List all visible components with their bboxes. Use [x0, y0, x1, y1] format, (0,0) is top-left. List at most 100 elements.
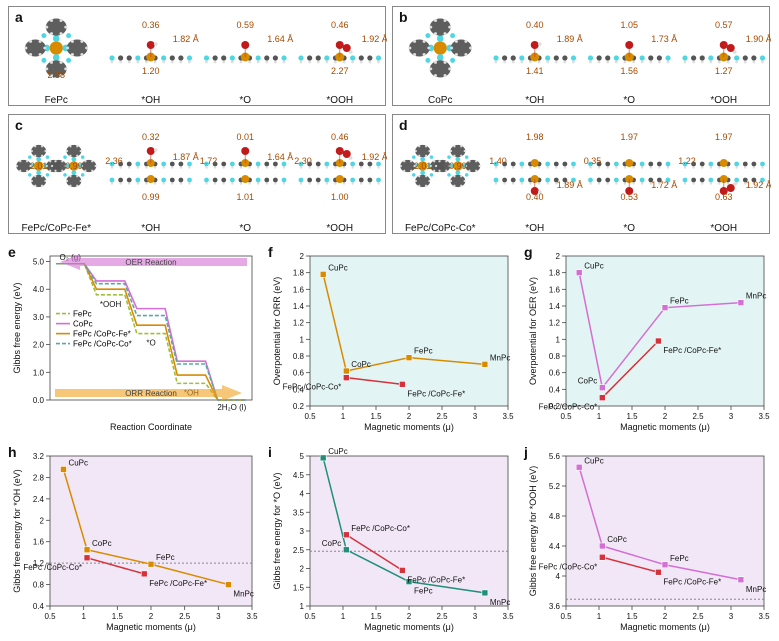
struct-name-text: *OH	[141, 95, 160, 106]
panel-label: g	[524, 244, 533, 260]
svg-text:FePc /CoPc-Fe*: FePc /CoPc-Fe*	[407, 575, 465, 584]
svg-text:CuPc: CuPc	[584, 456, 604, 465]
struct-name: *OOH	[293, 91, 388, 106]
svg-text:*O: *O	[146, 339, 155, 348]
panel-label: h	[8, 444, 17, 460]
svg-text:4: 4	[300, 490, 305, 499]
panel-d: d2.010.991.981.89 Å1.400.401.971.72 Å0.3…	[392, 114, 770, 234]
struct-name-text: FePc	[45, 95, 68, 106]
svg-text:FePc: FePc	[670, 554, 689, 563]
svg-text:1.6: 1.6	[549, 285, 561, 294]
svg-text:2: 2	[40, 516, 45, 525]
svg-text:1.5: 1.5	[370, 612, 382, 621]
panel-e: e0.01.02.03.04.05.0Reaction CoordinateGi…	[8, 246, 260, 434]
struct-name-text: FePc/CoPc-Fe*	[22, 223, 91, 234]
svg-text:1.5: 1.5	[293, 583, 305, 592]
svg-text:Gibbs free energy for *O (eV): Gibbs free energy for *O (eV)	[272, 472, 282, 589]
svg-text:Overpotential for ORR (eV): Overpotential for ORR (eV)	[272, 277, 282, 386]
svg-text:0.0: 0.0	[33, 396, 45, 405]
svg-text:1.41: 1.41	[526, 66, 544, 76]
svg-text:2.5: 2.5	[692, 612, 704, 621]
svg-text:FePc: FePc	[414, 587, 433, 596]
svg-text:2.38: 2.38	[47, 70, 65, 80]
svg-text:3.5: 3.5	[293, 508, 305, 517]
svg-text:1.97: 1.97	[620, 132, 638, 142]
svg-text:FePc /CoPc-Fe*: FePc /CoPc-Fe*	[73, 330, 131, 339]
svg-text:1.92 Å: 1.92 Å	[362, 34, 387, 44]
svg-text:FePc: FePc	[414, 347, 433, 356]
svg-text:Magnetic moments (μ): Magnetic moments (μ)	[364, 422, 454, 432]
svg-text:MnPc: MnPc	[746, 585, 766, 594]
svg-text:FePc /CoPc-Fe*: FePc /CoPc-Fe*	[663, 577, 721, 586]
svg-text:1.5: 1.5	[626, 612, 638, 621]
struct-name-text: FePc/CoPc-Co*	[405, 223, 476, 234]
struct-name-text: *O	[623, 223, 635, 234]
svg-text:4.8: 4.8	[549, 512, 561, 521]
svg-text:5.0: 5.0	[33, 258, 45, 267]
svg-text:0.99: 0.99	[65, 161, 83, 171]
svg-text:*OOH: *OOH	[100, 300, 122, 309]
svg-text:1.8: 1.8	[293, 269, 305, 278]
svg-text:0.01: 0.01	[236, 132, 254, 142]
svg-text:1.2: 1.2	[293, 319, 305, 328]
svg-text:1.4: 1.4	[293, 302, 305, 311]
svg-text:1.6: 1.6	[293, 285, 305, 294]
svg-text:2.5: 2.5	[293, 546, 305, 555]
svg-text:4.4: 4.4	[549, 542, 561, 551]
svg-text:2: 2	[663, 412, 668, 421]
svg-text:Magnetic moments (μ): Magnetic moments (μ)	[620, 422, 710, 432]
svg-text:1.82 Å: 1.82 Å	[173, 34, 199, 44]
svg-text:Gibbs free energy for *OH (eV): Gibbs free energy for *OH (eV)	[12, 469, 22, 593]
svg-text:1.00: 1.00	[331, 192, 349, 202]
svg-text:3.5: 3.5	[246, 612, 258, 621]
svg-text:1.90 Å: 1.90 Å	[746, 34, 771, 44]
svg-text:1.0: 1.0	[33, 368, 45, 377]
svg-text:FePc /CoPc-Fe*: FePc /CoPc-Fe*	[149, 579, 207, 588]
svg-text:1.05: 1.05	[620, 20, 638, 30]
svg-text:0.53: 0.53	[620, 192, 638, 202]
struct-name-text: *O	[239, 95, 251, 106]
svg-text:FePc /CoPc-Co*: FePc /CoPc-Co*	[351, 524, 410, 533]
svg-text:1.40: 1.40	[489, 156, 507, 166]
svg-text:1.5: 1.5	[112, 612, 124, 621]
panel-label: i	[268, 444, 272, 460]
svg-text:FePc /CoPc-Fe*: FePc /CoPc-Fe*	[407, 389, 465, 398]
svg-text:0.4: 0.4	[549, 385, 561, 394]
svg-text:0.99: 0.99	[142, 192, 160, 202]
svg-text:0.40: 0.40	[526, 20, 544, 30]
svg-text:3: 3	[216, 612, 221, 621]
svg-text:2.5: 2.5	[436, 612, 448, 621]
svg-text:CuPc: CuPc	[584, 262, 604, 271]
svg-text:0.99: 0.99	[449, 161, 467, 171]
svg-text:1.4: 1.4	[549, 302, 561, 311]
svg-text:0.57: 0.57	[715, 20, 733, 30]
svg-text:CuPc: CuPc	[328, 447, 348, 456]
svg-text:FePc /CoPc-Co*: FePc /CoPc-Co*	[539, 562, 598, 571]
svg-text:1: 1	[81, 612, 86, 621]
svg-text:1.8: 1.8	[549, 269, 561, 278]
svg-text:2: 2	[407, 612, 412, 621]
svg-text:3.0: 3.0	[33, 313, 45, 322]
panel-j: j0.511.522.533.53.644.44.85.25.6Magnetic…	[524, 446, 772, 634]
svg-text:Gibbs free energy (eV): Gibbs free energy (eV)	[12, 282, 22, 373]
struct-name: *O	[582, 219, 677, 234]
svg-text:1.72: 1.72	[200, 156, 218, 166]
svg-text:FePc /CoPc-Co*: FePc /CoPc-Co*	[73, 340, 132, 349]
svg-text:CoPc: CoPc	[322, 539, 342, 548]
svg-text:3: 3	[473, 412, 478, 421]
svg-text:1: 1	[556, 335, 561, 344]
svg-text:1.98: 1.98	[526, 132, 544, 142]
svg-text:2.5: 2.5	[436, 412, 448, 421]
svg-text:0.36: 0.36	[142, 20, 160, 30]
panel-h: h0.511.522.533.50.40.81.21.622.42.83.2Ma…	[8, 446, 260, 634]
svg-text:MnPc: MnPc	[233, 590, 253, 599]
struct-name: *OH	[488, 219, 583, 234]
svg-text:0.5: 0.5	[304, 612, 316, 621]
svg-text:ORR Reaction: ORR Reaction	[125, 389, 177, 398]
panel-g: g0.511.522.533.50.20.40.60.811.21.41.61.…	[524, 246, 772, 434]
svg-text:1.2: 1.2	[549, 319, 561, 328]
svg-text:FePc: FePc	[670, 297, 689, 306]
svg-text:MnPc: MnPc	[490, 353, 510, 362]
struct-name-text: *OOH	[710, 223, 737, 234]
svg-text:2.27: 2.27	[331, 66, 349, 76]
